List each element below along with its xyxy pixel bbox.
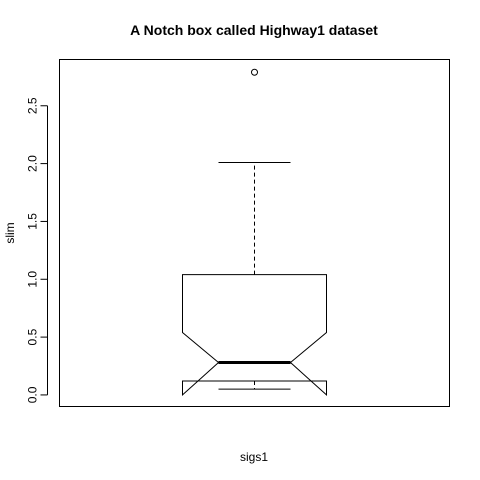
y-tick-label: 1.5	[26, 213, 40, 230]
outlier-point	[251, 68, 258, 76]
plot-area-frame	[59, 59, 450, 407]
notched-box	[182, 68, 327, 397]
y-axis-label: slim	[3, 222, 17, 243]
y-tick-label: 1.0	[26, 271, 40, 288]
box-body	[182, 274, 327, 397]
y-axis: 0.0 0.5 1.0 1.5 2.0 2.5	[26, 97, 48, 403]
y-tick-label: 0.5	[26, 328, 40, 345]
y-tick-label: 0.0	[26, 386, 40, 403]
y-tick-label: 2.5	[26, 97, 40, 114]
chart-title: A Notch box called Highway1 dataset	[130, 22, 378, 38]
y-tick-label: 2.0	[26, 155, 40, 172]
x-axis-label: sigs1	[240, 450, 268, 464]
